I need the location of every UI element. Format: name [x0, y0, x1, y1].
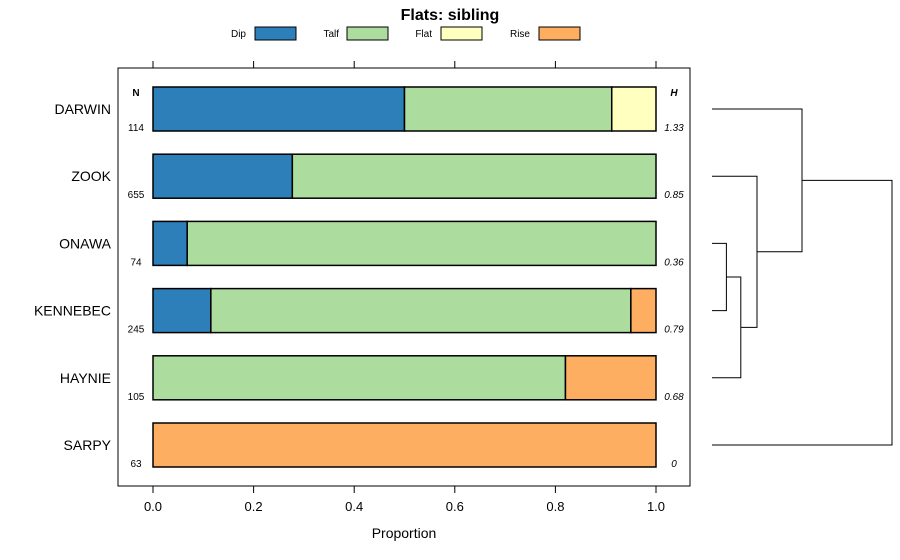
- h-value: 0.68: [664, 392, 684, 403]
- legend-swatch-dip: [254, 26, 297, 41]
- x-tick-label: 0.2: [245, 499, 263, 514]
- h-value: 1.33: [664, 123, 684, 134]
- n-header: N: [132, 88, 139, 99]
- dendrogram-branch: [712, 175, 758, 328]
- legend-label-dip: Dip: [231, 29, 246, 40]
- row-label: ZOOK: [71, 168, 111, 184]
- row-darwin: DARWIN 114 1.33: [54, 86, 684, 134]
- h-value: 0.79: [664, 325, 684, 336]
- rows: DARWIN 114 1.33 ZOOK 655 0.85 ONAWA 74 0.36 KENNE…: [34, 86, 684, 470]
- row-label: HAYNIE: [60, 370, 111, 386]
- bar-segment-flat: [610, 86, 657, 132]
- chart-title: Flats: sibling: [401, 7, 500, 24]
- bar-segment-rise: [152, 422, 657, 468]
- row-onawa: ONAWA 74 0.36: [59, 220, 684, 268]
- legend-swatch-flat: [440, 26, 483, 41]
- bar-segment-talf: [403, 86, 613, 132]
- legend-swatch-talf: [346, 26, 389, 41]
- h-value: 0: [671, 459, 677, 470]
- dendrogram-branch: [712, 242, 727, 312]
- bar-segment-dip: [152, 153, 294, 199]
- h-value: 0.36: [664, 257, 684, 268]
- n-value: 655: [128, 190, 145, 201]
- bar-segment-dip: [152, 220, 188, 267]
- x-tick-label: 0.0: [144, 499, 162, 514]
- legend-label-rise: Rise: [510, 29, 530, 40]
- row-label: KENNEBEC: [34, 303, 111, 319]
- x-tick-label: 0.8: [546, 499, 564, 514]
- row-zook: ZOOK 655 0.85: [71, 153, 684, 201]
- x-tick-label: 0.6: [446, 499, 464, 514]
- n-value: 105: [128, 392, 145, 403]
- bar-segment-talf: [186, 220, 657, 267]
- legend: Dip Talf Flat Rise: [231, 26, 581, 41]
- bar-segment-dip: [152, 287, 212, 334]
- bar-segment-talf: [210, 287, 632, 334]
- x-axis: 0.0 0.2 0.4 0.6 0.8 1.0: [144, 486, 665, 514]
- n-value: 114: [128, 123, 144, 134]
- n-value: 63: [130, 459, 142, 470]
- row-label: DARWIN: [54, 101, 111, 117]
- n-value: 74: [130, 257, 142, 268]
- legend-label-talf: Talf: [323, 29, 339, 40]
- x-tick-label: 1.0: [647, 499, 665, 514]
- top-axis-ticks: [152, 61, 657, 68]
- bar-segment-rise: [630, 287, 657, 334]
- bar-segment-rise: [564, 355, 657, 401]
- row-haynie: HAYNIE 105 0.68: [60, 355, 684, 403]
- bar-segment-talf: [152, 355, 567, 401]
- plot-frame: [117, 67, 691, 487]
- bar-segment-talf: [291, 153, 657, 199]
- dendrogram-branch: [712, 179, 893, 446]
- row-kennebec: KENNEBEC 245 0.79: [34, 287, 684, 336]
- h-value: 0.85: [664, 190, 684, 201]
- row-label: ONAWA: [59, 235, 112, 251]
- x-axis-title: Proportion: [372, 525, 437, 541]
- bar-segment-dip: [152, 86, 406, 132]
- x-tick-label: 0.4: [345, 499, 363, 514]
- h-header: H: [670, 88, 678, 99]
- n-value: 245: [128, 325, 145, 336]
- row-label: SARPY: [64, 437, 112, 453]
- legend-label-flat: Flat: [415, 29, 432, 40]
- legend-swatch-rise: [538, 26, 581, 41]
- row-sarpy: SARPY 63 0: [64, 422, 677, 470]
- dendrogram: [712, 108, 893, 446]
